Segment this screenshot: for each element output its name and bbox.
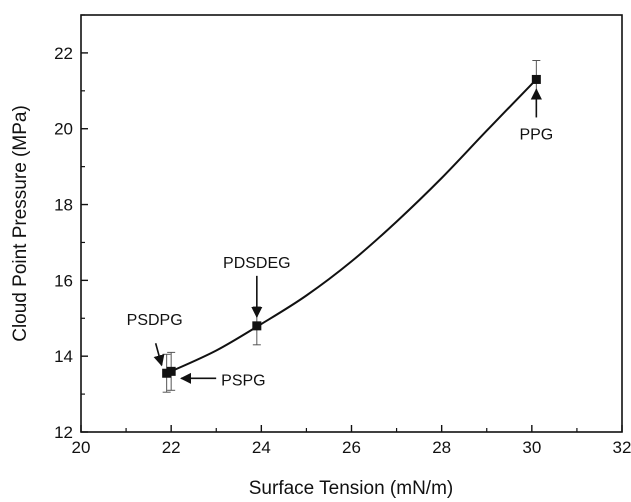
y-axis-label: Cloud Point Pressure (MPa) xyxy=(10,105,31,342)
x-tick-label: 20 xyxy=(72,438,91,457)
y-tick-label: 14 xyxy=(54,347,73,366)
data-point-ppg xyxy=(531,74,541,84)
fit-curve xyxy=(170,78,538,373)
annotation-label-pdsdeg: PDSDEG xyxy=(223,255,291,272)
data-point-layer xyxy=(162,74,541,378)
y-tick-label: 18 xyxy=(54,196,73,215)
y-tick-label: 12 xyxy=(54,423,73,442)
error-bar-layer xyxy=(162,59,541,393)
annotation-label-pspg: PSPG xyxy=(221,372,265,389)
x-tick-label: 30 xyxy=(522,438,541,457)
x-tick-label: 32 xyxy=(613,438,631,457)
x-tick-label: 22 xyxy=(162,438,181,457)
y-tick-label: 20 xyxy=(54,120,73,139)
fit-curve-layer xyxy=(170,78,538,373)
annotation-label-ppg: PPG xyxy=(519,126,553,143)
y-axis-ticks: 12 14 16 18 20 22 xyxy=(54,14,88,442)
y-tick-label: 16 xyxy=(54,271,73,290)
x-tick-label: 24 xyxy=(252,438,271,457)
data-point-pspg xyxy=(166,366,176,376)
y-tick-label: 22 xyxy=(54,44,73,63)
plot-frame xyxy=(80,14,623,433)
data-point-pdsdeg xyxy=(252,321,262,331)
x-axis-label: Surface Tension (mN/m) xyxy=(249,478,454,499)
axes-layer xyxy=(80,14,623,433)
annotation-layer: PSDPG PSPG PDSDEG PPG xyxy=(127,88,553,389)
x-tick-label: 26 xyxy=(342,438,361,457)
x-axis-ticks: 20 22 24 26 28 30 32 xyxy=(72,425,631,457)
x-tick-label: 28 xyxy=(432,438,451,457)
annotation-arrow xyxy=(153,343,165,367)
annotation-label-psdpg: PSDPG xyxy=(127,312,183,329)
data-point-psdpg xyxy=(162,368,172,378)
